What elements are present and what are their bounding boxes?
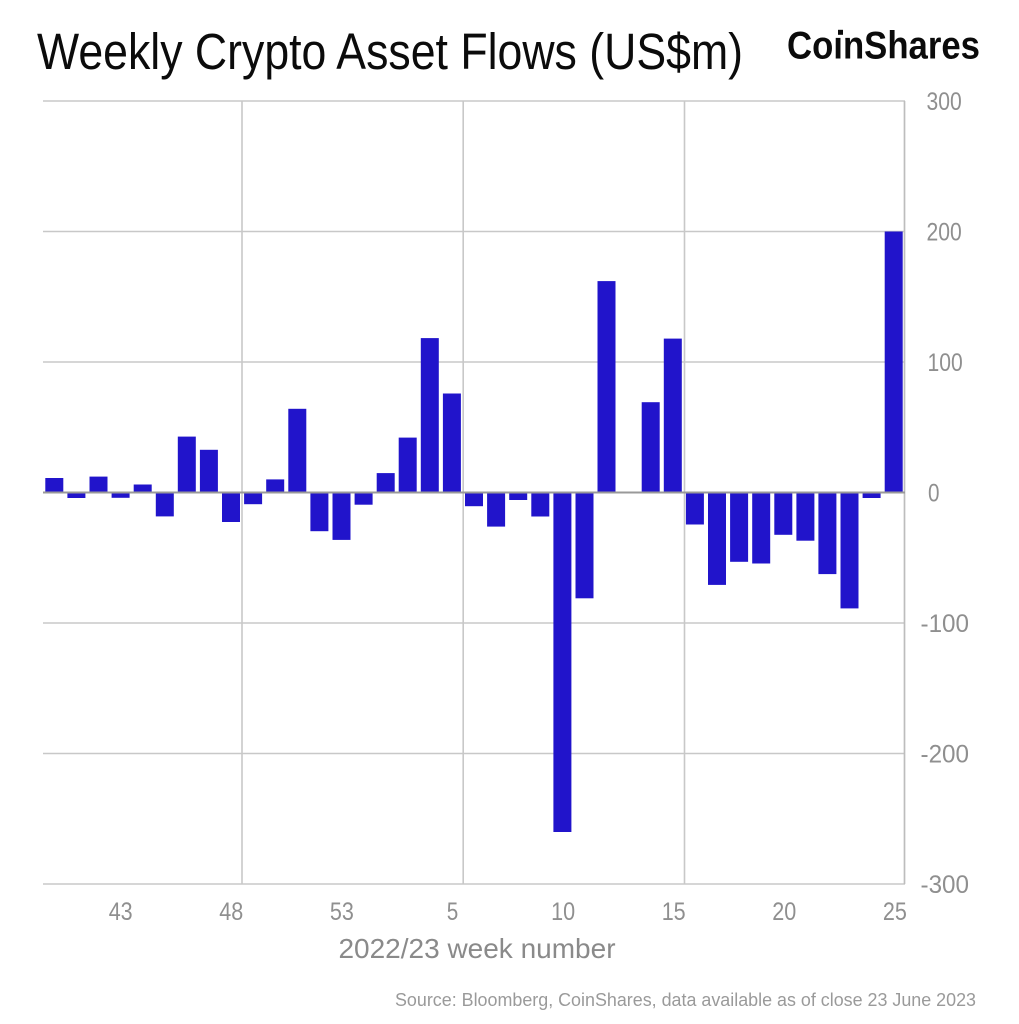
svg-text:43: 43 <box>109 898 133 926</box>
svg-text:CoınShares: CoınShares <box>787 25 980 68</box>
svg-text:-200: -200 <box>921 741 970 769</box>
svg-text:-300: -300 <box>921 871 970 899</box>
svg-text:25: 25 <box>883 898 907 926</box>
svg-text:Source: Bloomberg, CoinShares,: Source: Bloomberg, CoinShares, data avai… <box>395 990 976 1010</box>
svg-text:10: 10 <box>551 898 575 926</box>
svg-text:2022/23 week number: 2022/23 week number <box>338 933 615 964</box>
svg-text:48: 48 <box>219 898 243 926</box>
svg-text:Weekly Crypto Asset Flows (US$: Weekly Crypto Asset Flows (US$m) <box>37 23 743 80</box>
svg-text:100: 100 <box>928 349 963 377</box>
svg-text:20: 20 <box>772 898 796 926</box>
svg-text:0: 0 <box>928 480 940 508</box>
svg-text:53: 53 <box>330 898 354 926</box>
svg-text:5: 5 <box>447 898 459 926</box>
svg-text:300: 300 <box>927 88 962 116</box>
svg-text:-100: -100 <box>921 610 970 638</box>
svg-text:15: 15 <box>662 898 686 926</box>
svg-text:200: 200 <box>927 219 962 247</box>
